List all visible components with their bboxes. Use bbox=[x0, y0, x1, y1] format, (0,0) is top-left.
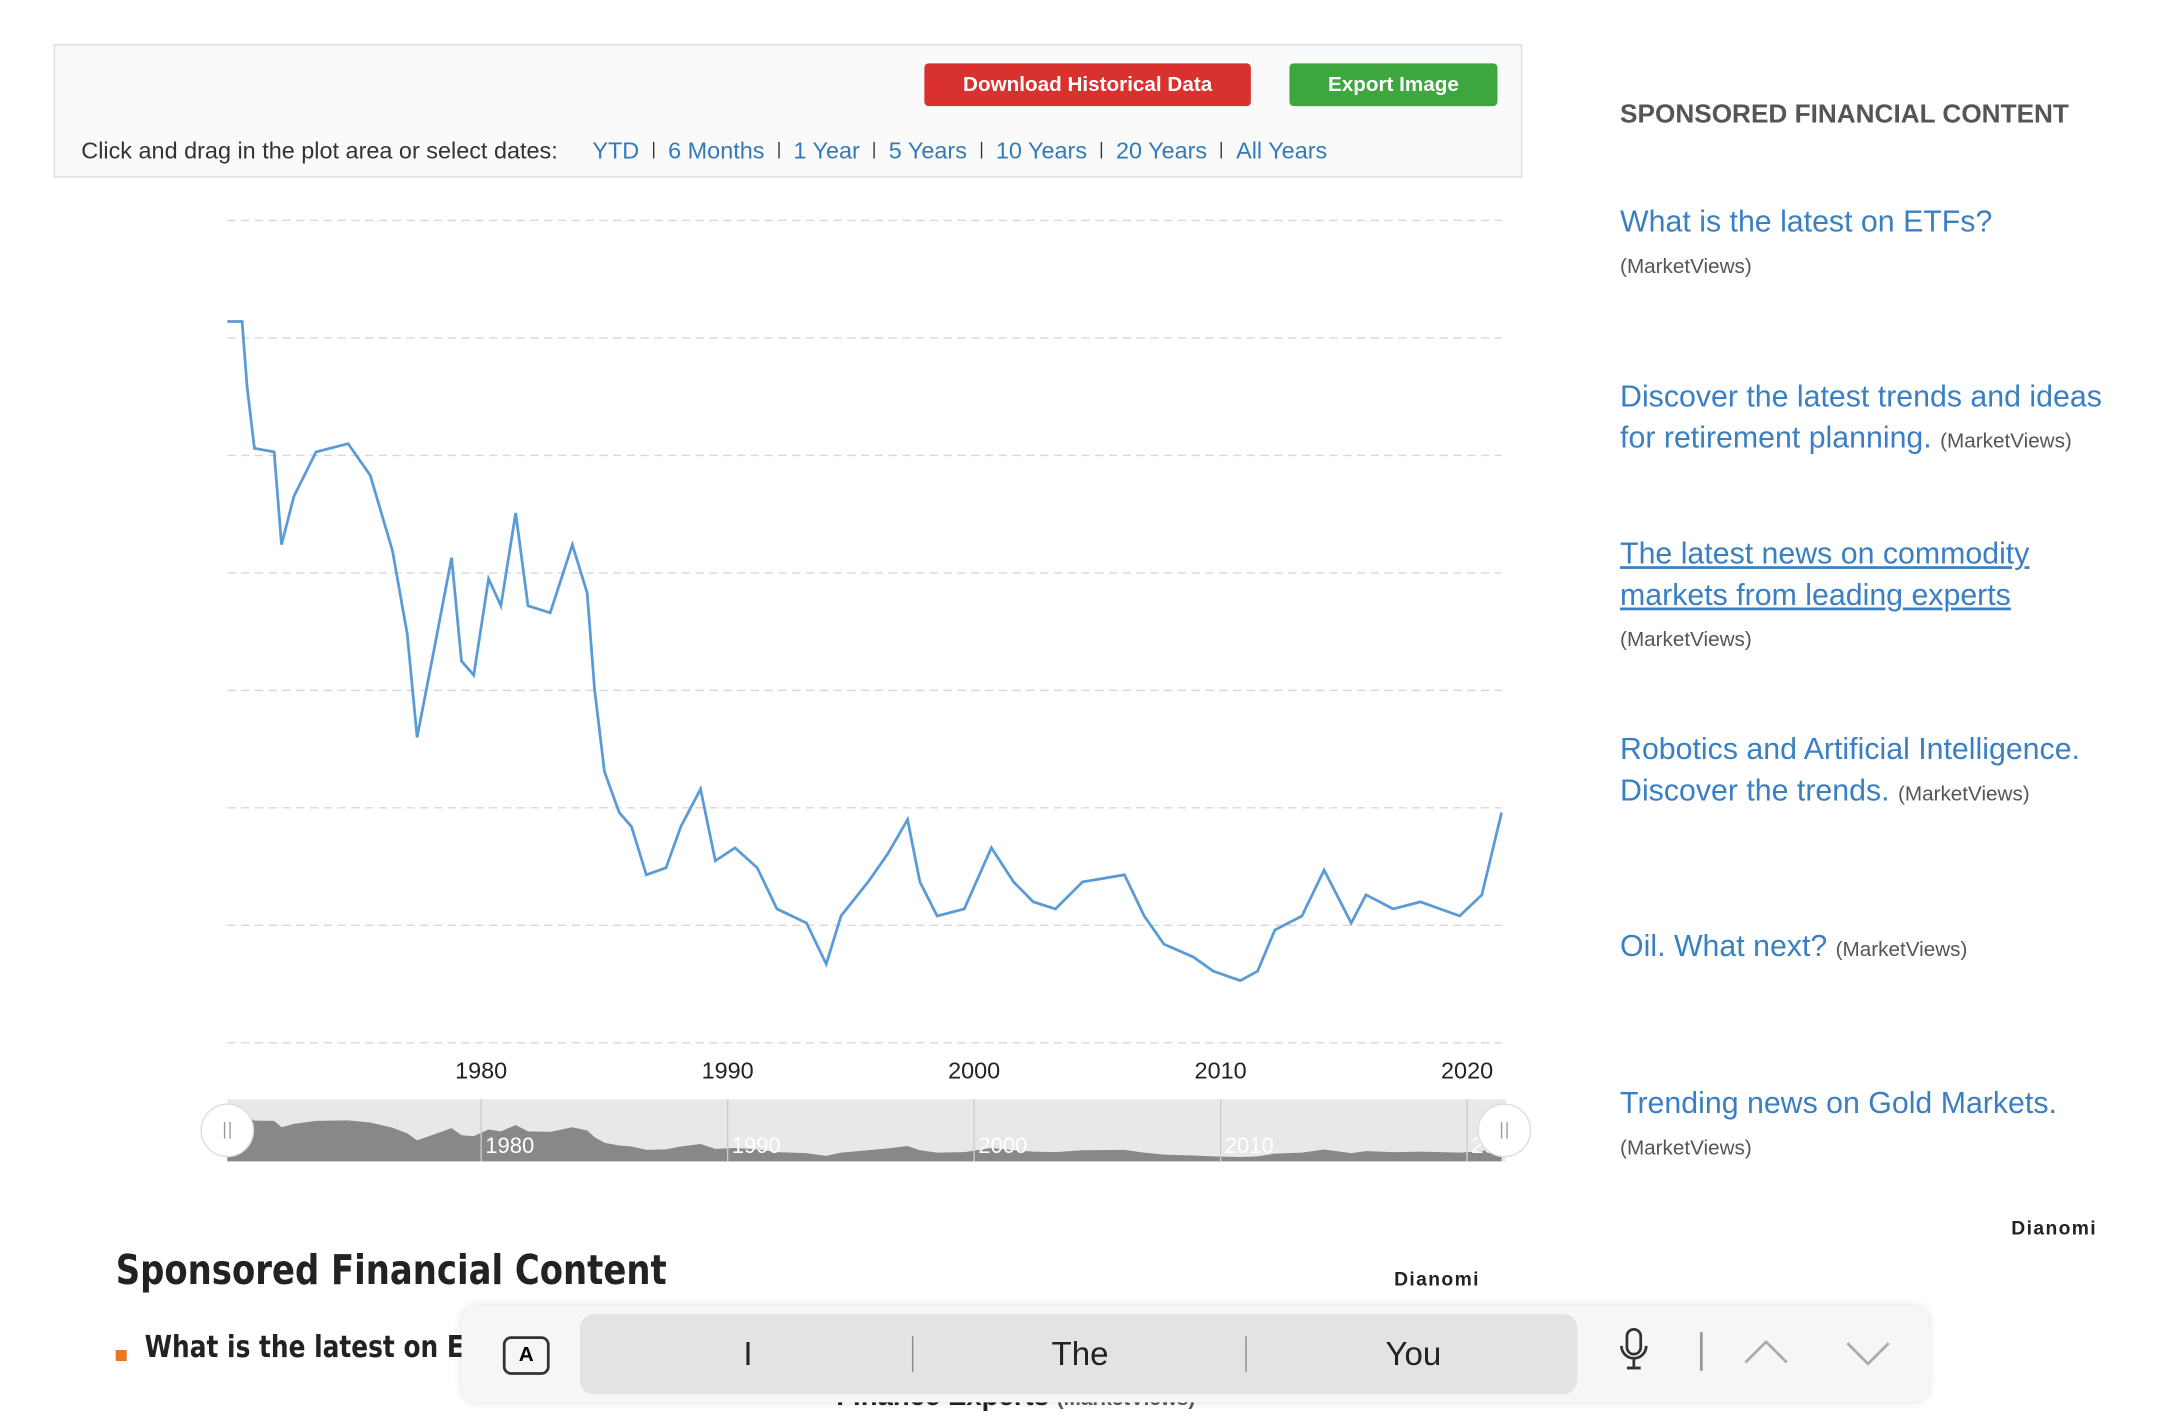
item-link[interactable]: Discover the latest trends and ideas for… bbox=[1620, 378, 2102, 455]
separator bbox=[652, 141, 655, 159]
range-link[interactable]: YTD bbox=[592, 137, 640, 164]
range-link[interactable]: All Years bbox=[1236, 137, 1328, 164]
divider bbox=[911, 1336, 914, 1373]
separator bbox=[778, 141, 780, 159]
x-tick-label: 2010 bbox=[1195, 1058, 1247, 1084]
separator bbox=[873, 141, 876, 159]
suggestion[interactable]: I bbox=[743, 1336, 753, 1374]
bullet bbox=[115, 1350, 127, 1362]
range-link[interactable]: 10 Years bbox=[995, 137, 1088, 164]
navigator-label: 1980 bbox=[485, 1133, 534, 1158]
divider bbox=[1245, 1336, 1247, 1373]
separator bbox=[980, 141, 983, 159]
mic-icon[interactable] bbox=[1625, 1328, 1643, 1356]
handle-grip bbox=[223, 1122, 231, 1139]
range-link[interactable]: 6 Months bbox=[668, 137, 765, 164]
separator bbox=[1220, 141, 1223, 159]
range-link[interactable]: 20 Years bbox=[1115, 137, 1208, 164]
data-line bbox=[227, 320, 1503, 983]
keyboard-bar: A I The You bbox=[461, 1305, 1929, 1403]
sponsored-item: Robotics and Artificial Intelligence. Di… bbox=[1620, 729, 2130, 816]
button-label: Download Historical Data bbox=[963, 73, 1213, 97]
sponsored-item: Oil. What next? (MarketViews) bbox=[1620, 926, 2130, 971]
suggestion[interactable]: You bbox=[1385, 1336, 1442, 1374]
navigator-label: 2010 bbox=[1225, 1133, 1274, 1158]
x-tick-label: 2000 bbox=[948, 1058, 1000, 1084]
bottom-title: Sponsored Financial Content bbox=[115, 1246, 667, 1295]
x-tick-label: 1980 bbox=[455, 1058, 507, 1084]
download-button[interactable]: Download Historical Data bbox=[924, 63, 1251, 107]
button-label: Export Image bbox=[1327, 73, 1459, 97]
down-chevron[interactable] bbox=[1846, 1342, 1890, 1366]
range-selector: YTD 6 Months 1 Year 5 Years 10 Years 20 Years… bbox=[592, 138, 1327, 166]
sidebar-title: SPONSORED FINANCIAL CONTENT bbox=[1620, 100, 2069, 130]
item-source: (MarketViews) bbox=[1835, 938, 1968, 962]
item-source: (MarketViews) bbox=[1940, 429, 2072, 454]
separator bbox=[1100, 141, 1103, 159]
up-chevron[interactable] bbox=[1744, 1339, 1788, 1364]
item-source: (MarketViews) bbox=[1620, 254, 1752, 279]
x-tick-label: 2020 bbox=[1441, 1058, 1493, 1084]
item-source: (MarketViews) bbox=[1620, 628, 1752, 652]
bottom-item[interactable]: What is the latest on ETFs bbox=[144, 1330, 513, 1366]
item-link[interactable]: Robotics and Artificial Intelligence. Di… bbox=[1620, 731, 2080, 808]
keyboard-icons bbox=[1620, 1328, 1890, 1371]
x-tick-label: 1990 bbox=[702, 1058, 754, 1084]
item-link[interactable]: The latest news on commodity markets fro… bbox=[1620, 535, 2030, 612]
item-source: (MarketViews) bbox=[1898, 782, 2030, 806]
suggestions: I The You bbox=[579, 1314, 1578, 1395]
suggestion[interactable]: The bbox=[1051, 1336, 1109, 1374]
sponsored-item: Discover the latest trends and ideas for… bbox=[1620, 376, 2130, 463]
item-source: (MarketViews) bbox=[1620, 1136, 1752, 1160]
sponsored-item: What is the latest on ETFs? (MarketViews) bbox=[1620, 201, 2130, 288]
navigator-area bbox=[227, 1111, 1502, 1162]
sponsored-item: Trending news on Gold Markets. (MarketVie… bbox=[1620, 1083, 2130, 1170]
sponsored-item: The latest news on commodity markets fro… bbox=[1620, 533, 2130, 661]
range-link[interactable]: 1 Year bbox=[793, 137, 860, 164]
chart: 1980199020002010202019801990200020102020 bbox=[200, 219, 1532, 1162]
item-link[interactable]: What is the latest on ETFs? bbox=[1620, 203, 1993, 239]
format-icon[interactable]: A bbox=[502, 1336, 550, 1375]
export-button[interactable]: Export Image bbox=[1289, 63, 1498, 107]
toolbar: Download Historical Data Export Image Cl… bbox=[53, 44, 1523, 178]
range-link[interactable]: 5 Years bbox=[888, 137, 967, 164]
prompt: Click and drag in the plot area or selec… bbox=[81, 137, 558, 164]
navigator-label: 1990 bbox=[732, 1133, 781, 1158]
handle-grip bbox=[1500, 1122, 1508, 1139]
bottom-logo: Dianomi bbox=[1394, 1267, 1480, 1290]
sidebar-logo: Dianomi bbox=[2011, 1216, 2098, 1239]
item-link[interactable]: Oil. What next? bbox=[1620, 928, 1828, 963]
navigator-handle[interactable] bbox=[1477, 1103, 1532, 1158]
navigator-handle[interactable] bbox=[200, 1103, 255, 1158]
item-link[interactable]: Trending news on Gold Markets. bbox=[1620, 1085, 2057, 1120]
mic-stand bbox=[1620, 1345, 1648, 1370]
navigator-label: 2000 bbox=[978, 1133, 1027, 1158]
